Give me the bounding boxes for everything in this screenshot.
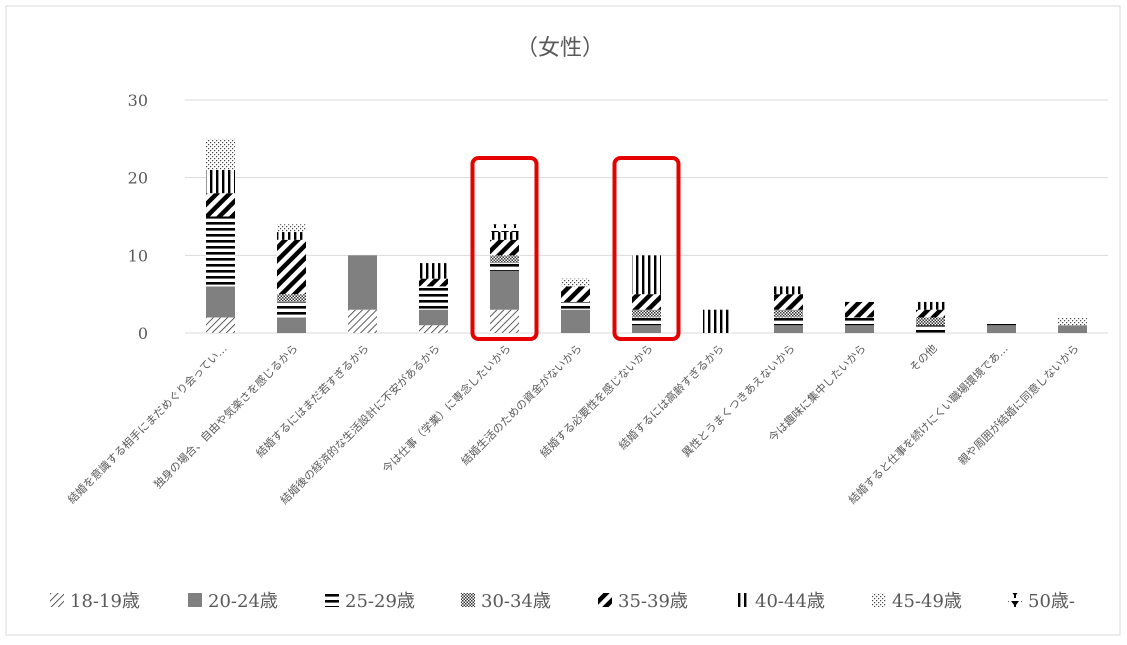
legend-label: 20-24歳 — [208, 591, 278, 612]
bar-segment — [774, 317, 803, 326]
bar-segment — [632, 317, 661, 326]
legend-swatch — [598, 593, 612, 607]
bar-segment — [490, 309, 519, 333]
bar-segment — [632, 294, 661, 310]
bar-segment — [632, 325, 661, 333]
bar-segment — [916, 317, 945, 326]
bar-segment — [490, 263, 519, 271]
y-tick-label: 0 — [138, 324, 148, 343]
bar-segment — [632, 255, 661, 295]
bar-segment — [774, 309, 803, 318]
bar-segment — [561, 301, 590, 310]
bar-segment — [419, 309, 448, 326]
bar-segment — [490, 224, 519, 233]
bar-segment — [987, 325, 1016, 333]
y-tick-label: 10 — [128, 246, 148, 265]
bar-segment — [845, 325, 874, 333]
bar-segment — [419, 286, 448, 310]
legend-label: 25-29歳 — [345, 591, 415, 612]
y-tick-label: 30 — [128, 91, 148, 110]
highlight-box — [470, 156, 539, 341]
legend-swatch — [325, 593, 339, 607]
bar-segment — [419, 263, 448, 279]
bar-segment — [419, 325, 448, 333]
bar-segment — [277, 224, 306, 233]
legend-swatch — [872, 593, 886, 607]
legend-label: 50歳- — [1028, 591, 1075, 612]
bar-segment — [277, 317, 306, 333]
legend-label: 18-19歳 — [70, 591, 140, 612]
legend-swatch — [461, 593, 475, 607]
bar-segment — [490, 255, 519, 264]
highlight-boxes — [470, 156, 681, 341]
legend-swatch — [1008, 593, 1022, 607]
bar-segment — [206, 138, 235, 170]
bar-segment — [490, 232, 519, 240]
bar-segment — [348, 255, 377, 310]
bar-segment — [348, 309, 377, 333]
y-axis-tick-labels: 0 10 20 30 — [128, 91, 148, 343]
legend-swatch — [50, 593, 64, 607]
bar-segment — [987, 322, 1016, 326]
bar-segment — [774, 325, 803, 333]
bar-segment — [774, 294, 803, 310]
bar-segment — [206, 317, 235, 333]
bar-segment — [845, 301, 874, 318]
bar-segment — [703, 309, 732, 333]
bar-segment — [206, 286, 235, 318]
legend-label: 45-49歳 — [892, 591, 962, 612]
legend-label: 35-39歳 — [618, 591, 688, 612]
bar-segment — [490, 270, 519, 310]
chart-title: （女性） — [516, 36, 604, 61]
bar-segment — [1058, 325, 1087, 333]
legend-swatch — [735, 593, 749, 607]
bar-segment — [206, 169, 235, 194]
bar-segment — [206, 193, 235, 217]
highlight-box — [612, 156, 681, 341]
bar-segment — [845, 317, 874, 326]
legend-swatch — [188, 593, 202, 607]
bar-segment — [206, 216, 235, 287]
bar-segment — [774, 286, 803, 295]
bar-segment — [277, 294, 306, 302]
bars — [206, 138, 1087, 333]
y-tick-label: 20 — [128, 169, 148, 188]
bar-segment — [1058, 317, 1087, 326]
bar-segment — [561, 286, 590, 302]
bar-segment — [277, 232, 306, 240]
bar-segment — [561, 278, 590, 287]
legend-label: 40-44歳 — [755, 591, 825, 612]
bar-segment — [277, 239, 306, 295]
bar-segment — [419, 278, 448, 287]
bar-segment — [277, 301, 306, 318]
legend-label: 30-34歳 — [481, 591, 551, 612]
bar-segment — [916, 309, 945, 318]
bar-segment — [916, 325, 945, 333]
bar-segment — [916, 301, 945, 310]
bar-segment — [490, 239, 519, 256]
bar-segment — [561, 309, 590, 333]
bar-segment — [632, 309, 661, 318]
legend: 18-19歳 20-24歳 25-29歳 30-34歳 35-39歳 40-44歳 45-4… — [50, 591, 1075, 612]
